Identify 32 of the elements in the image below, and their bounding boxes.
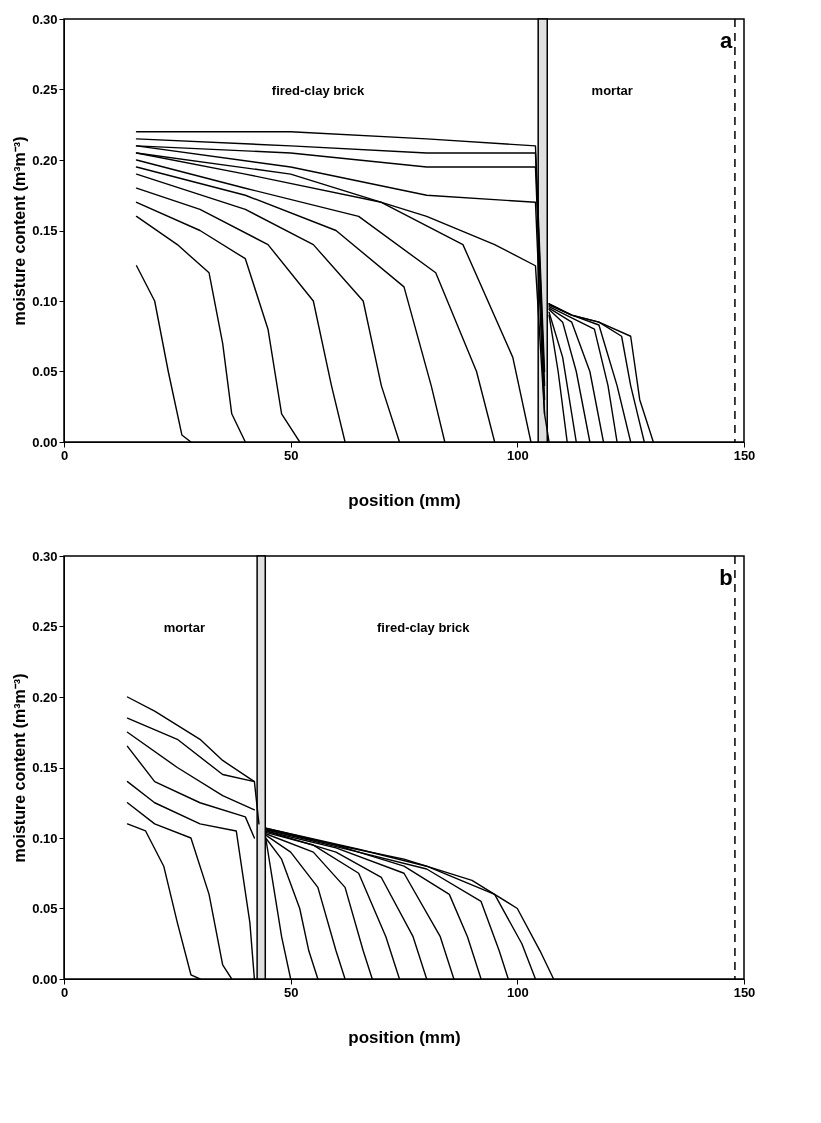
annotation: mortar: [163, 619, 205, 635]
x-tick-label: 100: [506, 984, 529, 1000]
annotation: mortar: [591, 82, 633, 98]
annotation: fired-clay brick: [271, 82, 366, 98]
y-tick-label: 0.30: [32, 548, 58, 564]
x-tick-label: 150: [733, 447, 756, 463]
y-tick-label: 0.00: [32, 971, 58, 987]
y-tick-label: 0.25: [32, 619, 58, 634]
y-tick-label: 0.05: [32, 364, 58, 379]
x-tick-label: 150: [733, 984, 756, 1000]
y-axis-title: moisture content (m³m⁻³): [11, 136, 29, 326]
y-tick-label: 0.10: [32, 293, 58, 309]
y-axis-title: moisture content (m³m⁻³): [11, 673, 29, 863]
annotation: b: [719, 565, 733, 590]
y-tick-label: 0.15: [32, 760, 58, 775]
y-tick-label: 0.10: [32, 830, 58, 846]
y-tick-label: 0.00: [32, 434, 58, 450]
y-tick-label: 0.20: [32, 152, 58, 168]
y-tick-label: 0.30: [32, 11, 58, 27]
annotation: fired-clay brick: [377, 619, 471, 635]
annotation: a: [719, 28, 733, 53]
x-tick-label: 0: [60, 984, 69, 1000]
x-tick-label: 50: [283, 447, 299, 463]
x-tick-label: 0: [60, 447, 69, 463]
x-tick-label: 50: [283, 984, 299, 1000]
x-tick-label: 100: [506, 447, 529, 463]
y-tick-label: 0.05: [32, 901, 58, 916]
x-axis-title: position (mm): [348, 490, 461, 510]
y-tick-label: 0.25: [32, 82, 58, 97]
x-axis-title: position (mm): [348, 1027, 461, 1047]
y-tick-label: 0.20: [32, 689, 58, 705]
y-tick-label: 0.15: [32, 223, 58, 238]
